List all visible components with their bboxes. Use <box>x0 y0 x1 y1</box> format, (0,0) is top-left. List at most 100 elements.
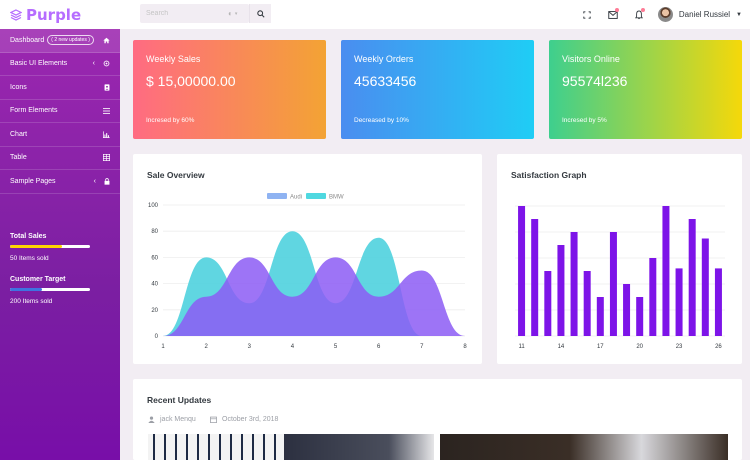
sidebar-item-label: Sample Pages <box>10 177 56 185</box>
y-tick-label: 0 <box>155 334 159 340</box>
x-tick-label: 4 <box>291 344 295 350</box>
visitors-online-card: Visitors Online 95574l236 Incresed by 5% <box>549 40 742 139</box>
messages-button[interactable] <box>600 0 626 29</box>
bar-19 <box>623 284 631 336</box>
total-sales-sub: 50 Items sold <box>10 255 49 262</box>
card-value: 95574l236 <box>562 73 628 89</box>
mail-icon <box>608 10 618 19</box>
x-tick-label: 6 <box>377 344 381 350</box>
search-icon <box>256 9 265 18</box>
update-author: jack Menqu <box>148 416 196 423</box>
x-tick-label: 3 <box>248 344 252 350</box>
bar-23 <box>675 268 683 336</box>
total-sales-title: Total Sales <box>10 233 47 240</box>
navbar-actions: Daniel Russiel ▼ <box>574 0 750 29</box>
sidebar-item-dashboard[interactable]: Dashboard ( 2 new updates ) <box>0 29 120 53</box>
sidebar: Dashboard ( 2 new updates ) Basic UI Ele… <box>0 29 120 460</box>
x-tick-label: 26 <box>715 344 722 350</box>
list-icon <box>103 107 110 114</box>
x-tick-label: 2 <box>204 344 208 350</box>
total-sales-progress <box>10 245 90 248</box>
y-tick-label: 80 <box>151 229 158 235</box>
sidebar-item-basic-ui[interactable]: Basic UI Elements ‹ <box>0 53 120 76</box>
contacts-icon <box>104 84 110 91</box>
x-tick-label: 20 <box>636 344 643 350</box>
x-tick-label: 5 <box>334 344 338 350</box>
brand-logo[interactable]: Purple <box>0 0 120 29</box>
sidebar-item-chart[interactable]: Chart <box>0 123 120 147</box>
bar-26 <box>714 268 722 336</box>
card-sub: Incresed by 5% <box>562 117 607 124</box>
profile-dropdown[interactable]: Daniel Russiel ▼ <box>652 0 750 29</box>
sidebar-item-label: Form Elements <box>10 107 58 115</box>
bar-11 <box>518 206 526 336</box>
y-tick-label: 20 <box>151 308 158 314</box>
weekly-orders-card: Weekly Orders 45633456 Decreased by 10% <box>341 40 534 139</box>
bar-17 <box>596 297 604 336</box>
author-name: jack Menqu <box>160 416 196 423</box>
caret-down-icon: ▼ <box>736 11 742 18</box>
bar-14 <box>557 245 565 336</box>
search-input[interactable] <box>146 10 226 17</box>
user-icon <box>148 416 155 423</box>
x-tick-label: 7 <box>420 344 424 350</box>
satisfaction-panel: Satisfaction Graph 11 14 17 20 23 26 <box>497 154 742 364</box>
user-name: Daniel Russiel <box>678 10 731 19</box>
legend-label: BMW <box>329 195 344 201</box>
chevron-down-icon: ▾ <box>234 10 238 17</box>
satisfaction-chart: 11 14 17 20 23 26 <box>515 205 725 350</box>
sale-overview-panel: Sale Overview 0 20 40 60 80 100 1 2 3 4 5 6 7 8 Audi BM… <box>133 154 482 364</box>
fullscreen-button[interactable] <box>574 0 600 29</box>
legend-swatch <box>306 193 326 199</box>
card-sub: Decreased by 10% <box>354 117 409 124</box>
customer-target-title: Customer Target <box>10 276 66 283</box>
total-sales-progress-fill <box>10 245 62 248</box>
calendar-icon <box>210 416 217 423</box>
x-tick-label: 17 <box>597 344 604 350</box>
bar-22 <box>662 206 670 336</box>
notifications-button[interactable] <box>626 0 652 29</box>
x-tick-label: 11 <box>518 344 525 350</box>
x-tick-label: 8 <box>463 344 467 350</box>
sidebar-item-icons[interactable]: Icons <box>0 76 120 100</box>
avatar <box>657 7 673 22</box>
update-image-notebook[interactable] <box>284 434 434 460</box>
x-tick-label: 23 <box>676 344 683 350</box>
sidebar-item-label: Dashboard <box>10 36 45 44</box>
card-value: $ 15,00000.00 <box>146 73 236 89</box>
x-tick-label: 1 <box>161 344 165 350</box>
sidebar-item-label: Icons <box>10 83 27 91</box>
search-field: ◐ ▾ <box>140 4 249 23</box>
panel-title: Sale Overview <box>147 170 205 180</box>
panel-title: Recent Updates <box>147 395 212 405</box>
bar-12 <box>531 219 539 336</box>
area-series-audi <box>163 257 465 336</box>
legend-swatch <box>267 193 287 199</box>
crosshair-icon <box>103 60 110 67</box>
search-button[interactable] <box>249 4 271 23</box>
sale-overview-chart: 0 20 40 60 80 100 1 2 3 4 5 6 7 8 Audi BMW <box>148 193 467 350</box>
bar-16 <box>583 271 591 336</box>
weekly-sales-card: Weekly Sales $ 15,00000.00 Incresed by 6… <box>133 40 326 139</box>
card-title: Visitors Online <box>562 54 620 64</box>
card-title: Weekly Orders <box>354 54 414 64</box>
sidebar-item-sample-pages[interactable]: Sample Pages ‹ <box>0 170 120 194</box>
chevron-left-icon: ‹ <box>92 60 95 68</box>
layers-icon <box>10 8 22 21</box>
globe-icon: ◐ <box>228 9 233 18</box>
sidebar-item-table[interactable]: Table <box>0 147 120 170</box>
updates-badge-text: 2 new updates <box>54 37 87 44</box>
bar-24 <box>688 219 696 336</box>
update-image-watch[interactable] <box>148 434 284 460</box>
x-tick-label: 14 <box>558 344 565 350</box>
update-image-laptop[interactable] <box>440 434 728 460</box>
bar-18 <box>609 232 617 336</box>
sidebar-item-form-elements[interactable]: Form Elements <box>0 100 120 123</box>
y-tick-label: 100 <box>148 203 159 209</box>
card-title: Weekly Sales <box>146 54 201 64</box>
card-sub: Incresed by 60% <box>146 117 195 124</box>
y-tick-label: 60 <box>151 255 158 261</box>
top-navbar: Purple ◐ ▾ <box>0 0 750 29</box>
panel-title: Satisfaction Graph <box>511 170 587 180</box>
fullscreen-icon <box>583 10 591 19</box>
